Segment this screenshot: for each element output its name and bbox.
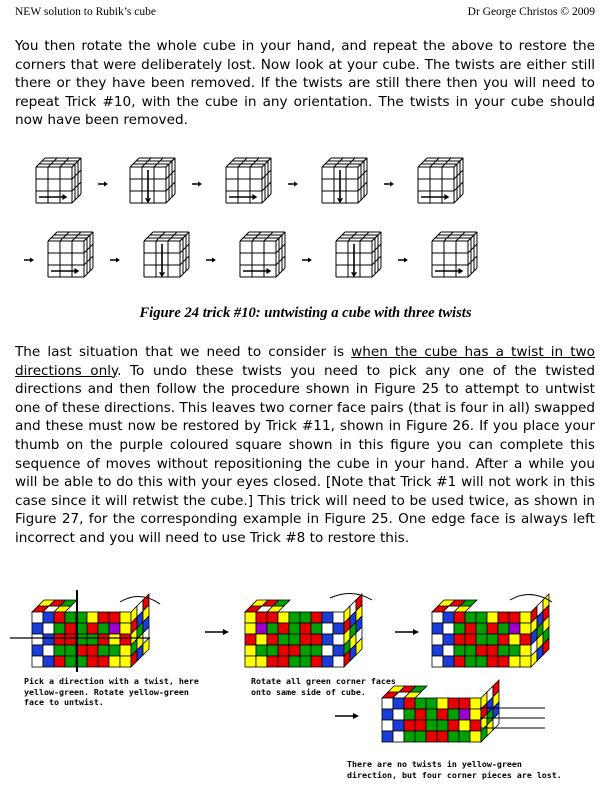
paragraph-2-rest: . To undo these twists you need to pick … (15, 362, 595, 546)
step-arrow-head-r2-2 (308, 257, 312, 263)
cube-arrow-head (252, 194, 258, 200)
cube-r2-3 (335, 231, 382, 278)
cube-r1-0 (35, 157, 82, 204)
cube-r1-2 (225, 157, 272, 204)
step-arrow-head-r1-1 (198, 181, 202, 187)
curved-arrow-1 (119, 596, 161, 605)
cube-arrow-head (159, 272, 165, 278)
paragraph-2: The last situation that we need to consi… (15, 343, 595, 548)
colour-cube-b (244, 593, 363, 668)
step-arrow-head-r1-3 (390, 181, 394, 187)
figure-25-diagram (10, 590, 553, 743)
cube-arrow-head (444, 194, 450, 200)
cube-r1-1 (129, 157, 176, 204)
header-author: Dr George Christos © 2009 (467, 6, 595, 18)
figure-24-caption: Figure 24 trick #10: untwisting a cube w… (139, 305, 472, 321)
cube-arrow-head (337, 198, 343, 204)
curved-arrow-3 (509, 594, 553, 603)
cube-r2-4 (431, 231, 478, 278)
step-arrow-head-r1-0 (104, 181, 108, 187)
transition-arrow-head-1 (223, 629, 229, 635)
figure-24-row-1 (35, 157, 464, 204)
step-arrow-head-r1-2 (294, 181, 298, 187)
step-arrow-head-r2-3 (404, 257, 408, 263)
figure-25-label-1: Pick a direction with a twist, here yell… (24, 676, 199, 707)
step-arrow-head-r2-lead (30, 257, 34, 263)
paragraph-2-start: The last situation that we need to consi… (15, 344, 352, 360)
cube-r1-3 (321, 157, 368, 204)
cube-arrow-head (458, 268, 464, 274)
figure-25-label-3: There are no twists in yellow-green dire… (347, 759, 562, 780)
cube-arrow-head (145, 198, 151, 204)
cube-r1-4 (417, 157, 464, 204)
header-title: NEW solution to Rubik’s cube (15, 6, 156, 18)
curved-arrow-2 (329, 593, 373, 601)
step-arrow-head-r2-1 (212, 257, 216, 263)
cube-arrow-head (74, 268, 80, 274)
colour-cube-c (431, 593, 550, 668)
figure-25-label-2: Rotate all green corner faces onto same … (251, 676, 396, 697)
cube-arrow-head (266, 268, 272, 274)
cube-r2-0 (47, 231, 94, 278)
paragraph-2-emphasis: when the cube has a twist in two directi… (15, 344, 595, 379)
colour-cube-a (31, 593, 150, 668)
step-arrow-head-r2-0 (116, 257, 120, 263)
cube-r2-1 (143, 231, 190, 278)
paragraph-1: You then rotate the whole cube in your h… (15, 38, 595, 129)
transition-arrow-head-2 (413, 629, 419, 635)
cube-r2-2 (239, 231, 286, 278)
cube-arrow-head (351, 272, 357, 278)
figure-24-row-2 (24, 231, 478, 278)
transition-arrow-head-3 (353, 713, 359, 719)
colour-cube-d (381, 679, 500, 743)
cube-arrow-head (62, 194, 68, 200)
